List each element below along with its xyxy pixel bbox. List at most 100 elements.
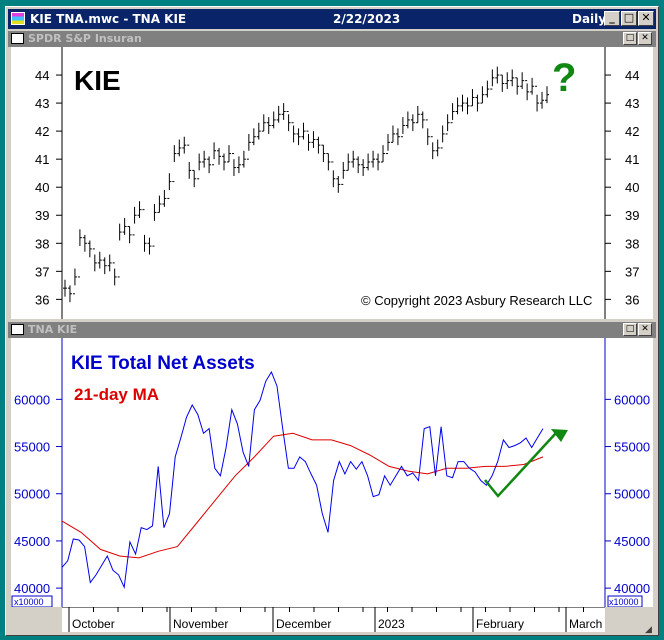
y-tick-label-left: 50000	[14, 487, 50, 502]
y-tick-label-left: 43	[35, 96, 49, 111]
price-bar	[87, 240, 92, 258]
y-tick-label-left: 42	[35, 124, 49, 139]
price-bar	[231, 153, 236, 176]
price-bar	[251, 128, 256, 146]
price-bar	[246, 133, 251, 160]
y-tick-label-left: 39	[35, 208, 49, 223]
price-bar	[495, 66, 500, 84]
price-bar	[475, 94, 480, 112]
pane1-close-button[interactable]: ✕	[638, 32, 652, 45]
month-label: November	[173, 617, 228, 631]
month-label: October	[72, 617, 115, 631]
price-bar	[92, 248, 97, 272]
price-bar	[172, 145, 177, 183]
price-bar	[241, 150, 246, 168]
price-bar	[276, 105, 281, 123]
price-bar	[256, 122, 261, 140]
price-bar	[400, 117, 405, 138]
price-bar	[202, 150, 207, 168]
price-bar	[197, 153, 202, 180]
price-bar	[361, 159, 366, 176]
tna-pane: 40000 40000 45000 45000 50000 50000 55000 55000…	[11, 338, 653, 608]
pane2-close-button[interactable]: ✕	[638, 323, 652, 336]
price-bar	[77, 229, 82, 278]
price-bar	[341, 161, 346, 185]
price-bar	[222, 153, 227, 171]
pane1-titlebar[interactable]: SPDR S&P Insuran □ ✕	[8, 31, 656, 47]
price-bar	[132, 206, 137, 236]
close-button[interactable]: ✕	[638, 11, 654, 26]
price-bar	[530, 77, 535, 95]
app-icon	[11, 12, 25, 25]
y-tick-label-right: 37	[625, 264, 639, 279]
price-bar	[440, 125, 445, 149]
date-axis: October November December 2023 February …	[11, 606, 653, 632]
price-bar	[390, 125, 395, 143]
tna-label: KIE Total Net Assets	[71, 353, 255, 374]
price-bar	[480, 86, 485, 104]
y-tick-label-left: 60000	[14, 392, 50, 407]
price-bar	[127, 225, 132, 244]
price-bar	[430, 136, 435, 160]
minimize-button[interactable]: _	[604, 11, 620, 26]
pane2-restore-button[interactable]: □	[623, 323, 637, 336]
pane2-titlebar[interactable]: TNA KIE □ ✕	[8, 322, 656, 338]
y-tick-label-right: 41	[625, 152, 639, 167]
tna-line	[61, 370, 544, 590]
y-tick-label-left: 44	[35, 68, 49, 83]
y-tick-label-right: 38	[625, 236, 639, 251]
price-bar	[331, 161, 336, 188]
multiplier-left: x10000	[14, 597, 44, 607]
price-bar	[326, 153, 331, 171]
price-bar	[291, 122, 296, 143]
maximize-button[interactable]: □	[621, 11, 637, 26]
pane1-title: SPDR S&P Insuran	[28, 32, 142, 45]
price-bar	[296, 128, 301, 146]
question-mark-annotation: ?	[552, 56, 576, 100]
price-bar	[455, 97, 460, 115]
tna-chart[interactable]: 40000 40000 45000 45000 50000 50000 55000 55000…	[11, 338, 653, 608]
price-bar	[112, 262, 117, 286]
price-bar	[485, 80, 490, 98]
price-bar	[405, 111, 410, 129]
price-bar	[366, 153, 371, 171]
price-bar	[505, 72, 510, 90]
price-bar	[266, 117, 271, 134]
price-bar	[500, 74, 505, 92]
price-bar	[540, 91, 545, 109]
price-bar	[63, 279, 67, 297]
price-bar	[535, 85, 540, 112]
y-tick-label-right: 42	[625, 124, 639, 139]
price-bar	[82, 234, 87, 252]
y-tick-label-left: 55000	[14, 440, 50, 455]
pane1-restore-button[interactable]: □	[623, 32, 637, 45]
y-tick-label-right: 60000	[614, 392, 650, 407]
window-title: KIE TNA.mwc - TNA KIE	[30, 12, 187, 26]
price-bar	[147, 237, 152, 255]
price-bar	[410, 114, 415, 132]
window-titlebar[interactable]: KIE TNA.mwc - TNA KIE 2/22/2023 Daily _ …	[8, 9, 656, 29]
price-bar	[525, 80, 530, 101]
price-bar	[321, 144, 326, 162]
resize-grip-icon[interactable]: ◢	[645, 624, 652, 634]
price-bar	[182, 136, 187, 154]
price-bar	[445, 114, 450, 135]
y-tick-label-right: 55000	[614, 440, 650, 455]
price-chart[interactable]: 36 36 37 37 38 38 39 39 40 40 41 41 42 42 43 43 44 44 KIE…	[11, 47, 653, 319]
price-bar	[236, 156, 241, 174]
month-label: February	[476, 617, 524, 631]
y-tick-label-right: 36	[625, 292, 639, 307]
symbol-label: KIE	[74, 65, 121, 96]
y-tick-label-right: 40	[625, 180, 639, 195]
price-bar	[271, 111, 276, 129]
price-bar	[545, 86, 549, 104]
price-bar	[460, 94, 465, 112]
y-tick-label-left: 38	[35, 236, 49, 251]
price-bar	[142, 209, 147, 252]
y-tick-label-left: 36	[35, 292, 49, 307]
price-bar	[67, 285, 72, 303]
price-bar	[217, 147, 222, 165]
price-bar	[97, 251, 102, 269]
price-bar	[336, 175, 341, 193]
month-label: March	[569, 617, 602, 631]
